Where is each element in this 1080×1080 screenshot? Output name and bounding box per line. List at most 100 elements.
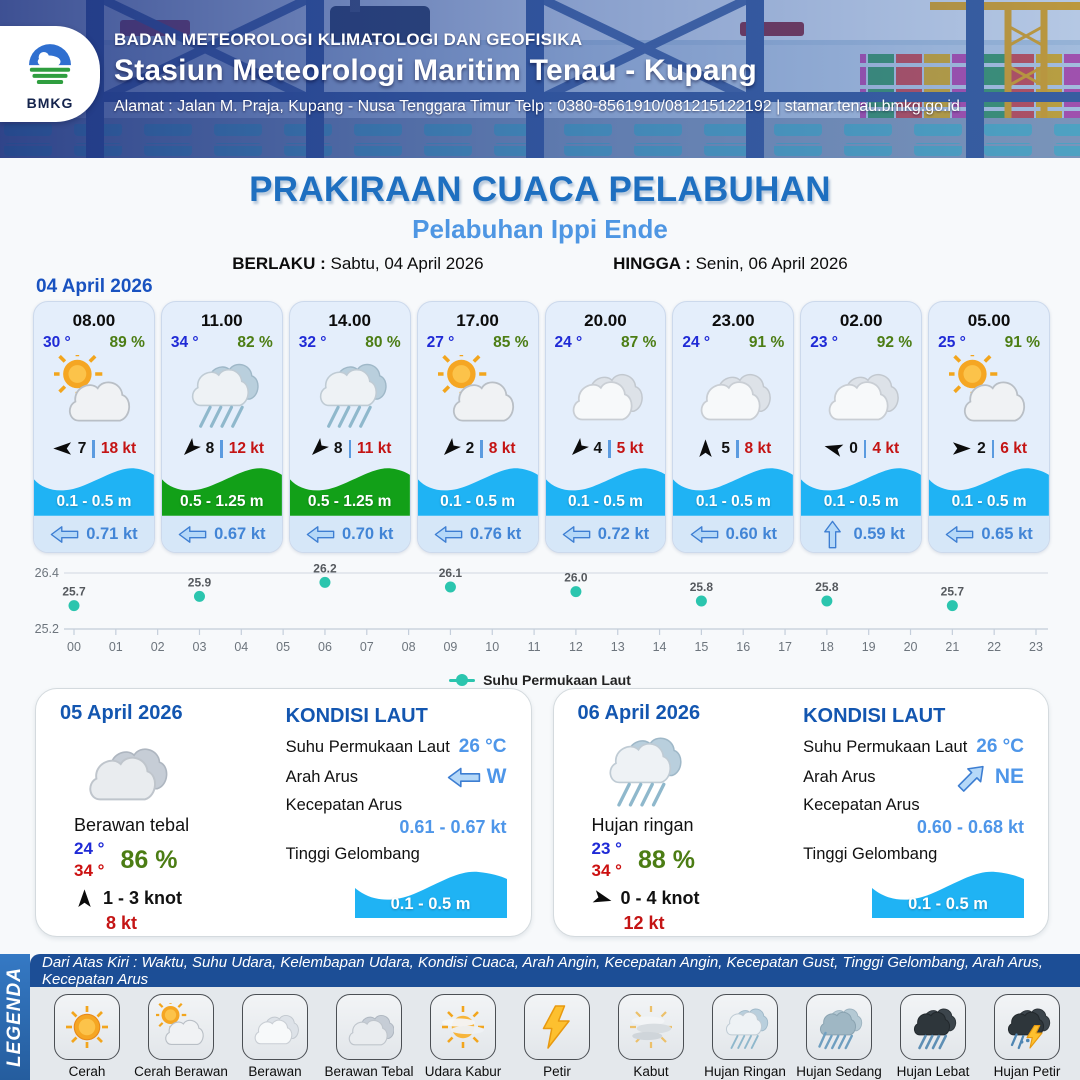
summary-date: 05 April 2026 [60,702,183,724]
gust-speed: 12 kt [623,913,665,934]
wave-band: 0.1 - 0.5 m [801,463,922,517]
current-direction-icon [952,757,992,797]
legend-item: Hujan Lebat [886,987,980,1080]
current-direction-icon [690,525,719,544]
svg-text:25.7: 25.7 [62,585,86,599]
valid-to-value: Senin, 06 April 2026 [695,254,848,273]
legend-section: LEGENDA Dari Atas Kiri : Waktu, Suhu Uda… [0,954,1080,1080]
weather-icon [712,994,778,1060]
forecast-card: 23.00 24 ° 91 % 5 8 kt 0.1 - 0.5 m 0.60 kt [672,301,795,553]
svg-text:15: 15 [694,640,708,654]
temperature: 25 ° [938,334,966,351]
time-label: 17.00 [456,311,499,330]
svg-text:14: 14 [653,640,667,654]
wind-speed: 0 [849,439,858,457]
wave-height: 0.1 - 0.5 m [951,493,1027,511]
current-dir-label: Arah Arus [285,767,359,786]
wind-row: 8 11 kt [290,434,410,464]
header-text: BADAN METEOROLOGI KLIMATOLOGI DAN GEOFIS… [114,30,1070,116]
svg-text:04: 04 [234,640,248,654]
wave-band: 0.1 - 0.5 m [34,463,154,517]
weather-icon [418,352,538,434]
time-label: 23.00 [712,311,755,330]
day-summary-card: 05 April 2026 Berawan tebal 24 ° 34 ° 86 … [35,688,532,937]
legend-item: Hujan Petir [980,987,1074,1080]
temperature: 34 ° [170,334,199,351]
wave-height: 0.5 - 1.25 m [180,493,264,511]
current-speed: 0.65 kt [981,524,1033,543]
station-name: Stasiun Meteorologi Maritim Tenau - Kupa… [114,54,757,87]
wind-speed: 2 [465,439,475,457]
sst-value: 26 °C [458,736,507,757]
weather-icon [162,352,282,434]
wave-height: 0.1 - 0.5 m [440,493,516,511]
bmkg-logo: BMKG [0,26,100,122]
legend-item-label: Udara Kabur [424,1064,502,1079]
legend-item: Udara Kabur [416,987,510,1080]
wave-band: 0.5 - 1.25 m [161,463,282,517]
current-direction-icon [306,525,335,544]
svg-text:25.8: 25.8 [815,580,839,594]
divider [480,439,483,458]
wind-speed: 8 [205,439,215,457]
svg-text:07: 07 [360,640,374,654]
legend-item: Kabut [604,987,698,1080]
gust-speed: 8 kt [488,439,516,457]
weather-icon [806,994,872,1060]
wave-height: 0.1 - 0.5 m [695,493,771,511]
svg-text:08: 08 [402,640,416,654]
wind-speed: 8 [333,439,343,457]
page-title: PRAKIRAAN CUACA PELABUHAN [249,170,831,209]
legend-item-label: Berawan Tebal [324,1064,414,1079]
current-speed: 0.71 kt [86,524,138,543]
temperature: 27 ° [426,334,455,351]
legend-item-label: Hujan Sedang [796,1064,882,1079]
legend-item: Hujan Sedang [792,987,886,1080]
day-summary-card: 06 April 2026 Hujan ringan 23 ° 34 ° 88 %… [552,688,1049,937]
weather-icon [900,994,966,1060]
time-label: 11.00 [201,311,243,330]
weather-icon [524,994,590,1060]
current-row: 0.67 kt [161,516,282,552]
legend-item-label: Petir [543,1064,571,1079]
humidity: 86 % [120,845,178,874]
wind-row: 4 5 kt [546,434,666,464]
sst-chart-plot: 26.4 25.2 00 01 02 03 04 05 06 07 08 09 10 11 12 13 14 15… [35,561,1048,654]
gust-speed: 12 kt [228,439,265,457]
wave-height: 0.5 - 1.25 m [307,493,392,511]
current-speed-label: Kecepatan Arus [803,796,920,814]
svg-text:03: 03 [193,640,207,654]
humidity: 91 % [748,334,785,351]
legend-item: Cerah [40,987,134,1080]
legend-item: Hujan Ringan [698,987,792,1080]
temperature: 24 ° [554,334,583,351]
weather-icon [34,352,154,434]
weather-icon [801,352,921,434]
current-row: 0.72 kt [545,516,666,552]
gust-speed: 5 kt [616,439,644,457]
current-row: 0.76 kt [417,516,538,552]
current-direction-icon [50,525,79,544]
current-speed: 0.70 kt [342,524,394,543]
svg-text:06: 06 [318,640,332,654]
valid-from-label: BERLAKU : [232,254,326,273]
wave-band: 0.5 - 1.25 m [289,463,410,517]
svg-text:13: 13 [611,640,625,654]
weather-icon [290,352,410,434]
chart-legend-label: Suhu Permukaan Laut [483,672,631,688]
svg-text:10: 10 [485,640,499,654]
gust-speed: 8 kt [106,913,138,934]
legend-item: Berawan Tebal [322,987,416,1080]
svg-text:17: 17 [778,640,792,654]
svg-text:05: 05 [276,640,290,654]
humidity: 80 % [365,334,401,351]
wave-height: 0.1 - 0.5 m [823,493,899,511]
legend-item: Berawan [228,987,322,1080]
weather-icon [78,727,278,811]
wind-direction-icon [951,438,972,459]
weather-icon [994,994,1060,1060]
title-block: PRAKIRAAN CUACA PELABUHAN Pelabuhan Ippi… [0,170,1080,274]
wind-range: 0 - 4 knot [620,888,700,909]
forecast-cards-row: 08.00 30 ° 89 % 7 18 kt 0.1 - 0.5 m 0.71 k… [33,301,1050,553]
gust-speed: 8 kt [744,439,772,457]
